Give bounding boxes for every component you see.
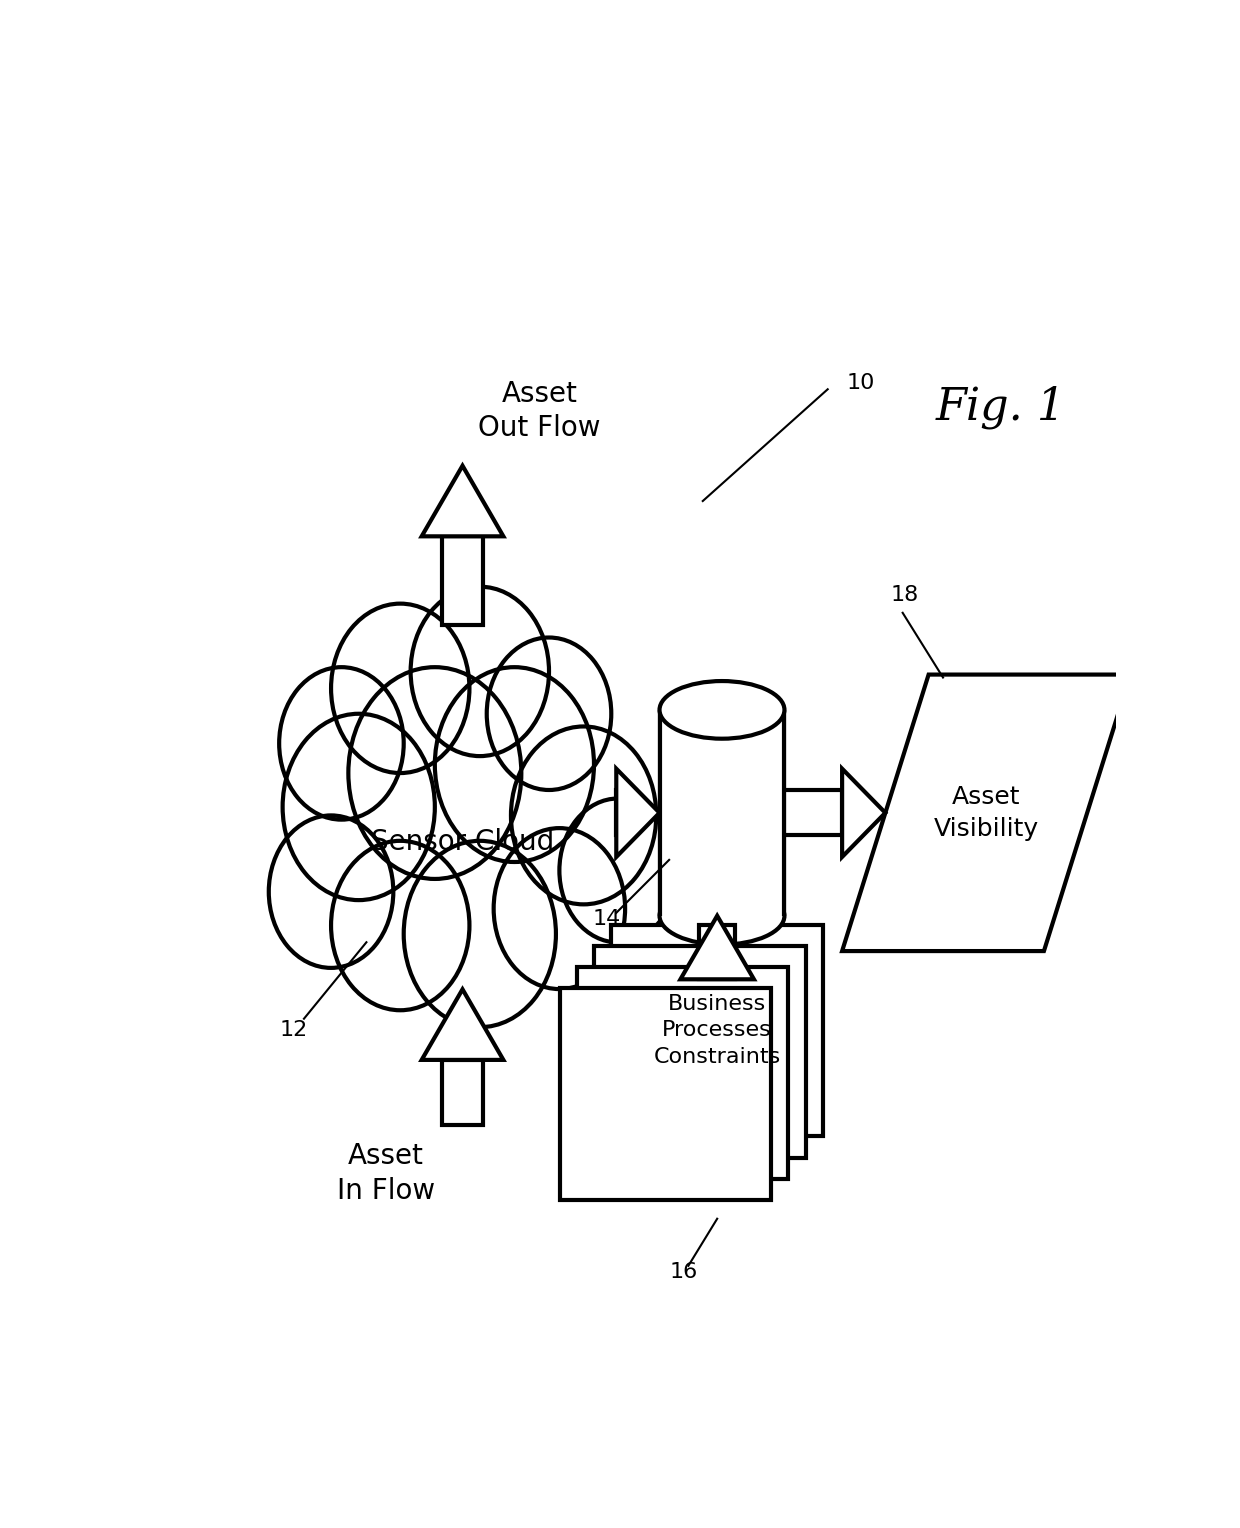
Polygon shape (443, 536, 482, 625)
Text: Asset
In Flow: Asset In Flow (336, 1143, 435, 1206)
Text: 12: 12 (280, 1021, 309, 1041)
Circle shape (494, 828, 625, 989)
Bar (559, 989, 771, 1199)
Circle shape (283, 714, 435, 900)
Bar (611, 924, 823, 1137)
Circle shape (348, 668, 521, 879)
Ellipse shape (660, 681, 785, 738)
Circle shape (487, 637, 611, 790)
Polygon shape (681, 915, 754, 979)
Bar (660, 711, 785, 915)
Circle shape (410, 587, 549, 756)
Bar (594, 946, 806, 1158)
Ellipse shape (660, 886, 785, 944)
Polygon shape (616, 769, 660, 857)
Polygon shape (842, 674, 1131, 950)
Circle shape (269, 816, 393, 967)
Polygon shape (842, 769, 885, 857)
Polygon shape (422, 989, 503, 1060)
Circle shape (435, 668, 594, 862)
Polygon shape (699, 924, 735, 979)
Text: 16: 16 (670, 1262, 697, 1282)
Circle shape (279, 668, 404, 819)
Text: Asset
Visibility: Asset Visibility (934, 785, 1039, 840)
Polygon shape (616, 790, 635, 836)
Text: 18: 18 (890, 585, 919, 605)
Circle shape (559, 799, 677, 943)
Polygon shape (785, 790, 842, 836)
Circle shape (511, 726, 656, 905)
Polygon shape (443, 1060, 482, 1125)
Circle shape (331, 840, 470, 1010)
Bar (577, 967, 789, 1178)
Text: 14: 14 (593, 909, 620, 929)
Text: Asset
Out Flow: Asset Out Flow (479, 379, 600, 442)
Text: Sensor Cloud: Sensor Cloud (371, 828, 554, 856)
Circle shape (404, 840, 556, 1027)
Polygon shape (422, 466, 503, 536)
Circle shape (331, 604, 470, 773)
Text: Business
Processes
Constraints: Business Processes Constraints (653, 995, 781, 1067)
Text: Fig. 1: Fig. 1 (935, 385, 1066, 429)
Bar (660, 711, 785, 915)
Text: 10: 10 (847, 373, 875, 393)
